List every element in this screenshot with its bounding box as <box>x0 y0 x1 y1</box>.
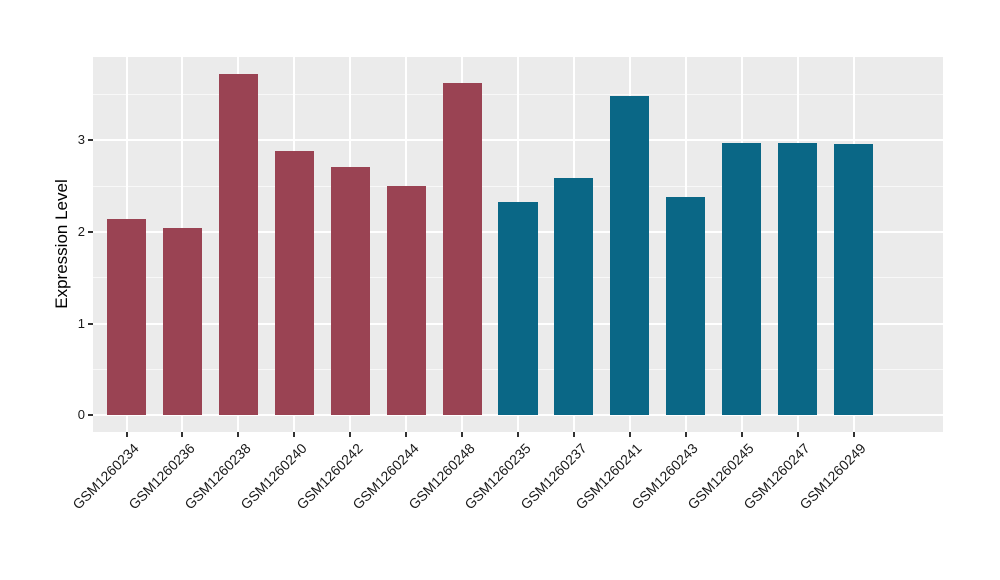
x-tick-mark <box>405 432 408 437</box>
y-tick-mark <box>88 322 93 325</box>
x-tick-mark <box>349 432 352 437</box>
plot-panel <box>93 57 943 432</box>
bar-GSM1260249 <box>833 144 874 416</box>
x-tick-mark <box>572 432 575 437</box>
bar-GSM1260243 <box>666 197 706 416</box>
y-tick-label: 2 <box>77 224 85 240</box>
x-tick-mark <box>628 432 631 437</box>
bar-GSM1260244 <box>386 186 426 416</box>
x-tick-mark <box>237 432 240 437</box>
bar-GSM1260234 <box>106 219 147 416</box>
bar-GSM1260247 <box>778 143 818 416</box>
bar-GSM1260235 <box>498 201 538 416</box>
x-tick-mark <box>796 432 799 437</box>
bar-GSM1260236 <box>162 228 203 416</box>
bar-GSM1260237 <box>554 178 594 416</box>
bar-GSM1260245 <box>722 143 762 416</box>
y-tick-mark <box>88 414 93 417</box>
bar-GSM1260241 <box>610 95 650 416</box>
x-tick-mark <box>461 432 464 437</box>
bar-GSM1260240 <box>274 151 314 416</box>
x-tick-mark <box>852 432 855 437</box>
y-tick-label: 3 <box>77 132 85 148</box>
x-tick-mark <box>293 432 296 437</box>
y-axis-title: Expression Level <box>52 179 71 309</box>
y-tick-mark <box>88 231 93 234</box>
x-tick-mark <box>517 432 519 437</box>
bar-GSM1260248 <box>442 82 482 416</box>
x-tick-mark <box>181 432 184 437</box>
y-tick-label: 1 <box>77 315 85 331</box>
x-tick-mark <box>125 432 128 437</box>
bar-GSM1260242 <box>330 167 370 416</box>
y-tick-label: 0 <box>77 407 85 423</box>
bar-GSM1260238 <box>218 73 258 416</box>
x-tick-mark <box>740 432 743 437</box>
y-tick-mark <box>88 139 93 142</box>
x-tick-mark <box>684 432 687 437</box>
